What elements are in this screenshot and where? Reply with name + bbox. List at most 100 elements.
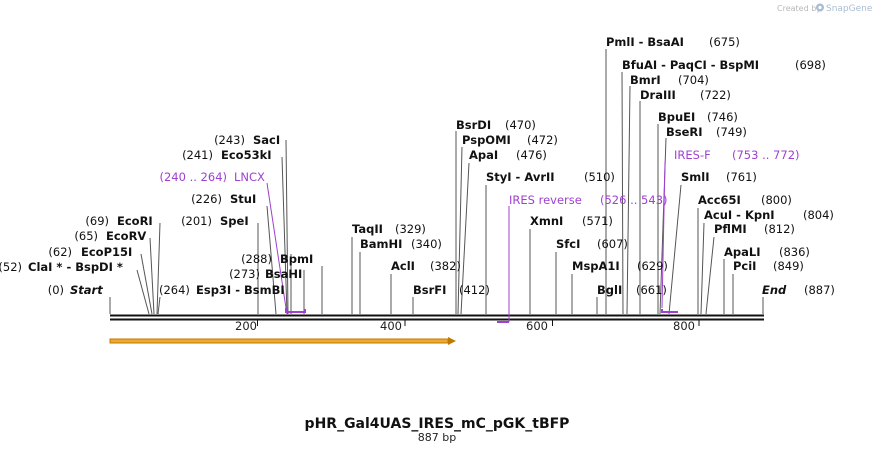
site-bsahi[interactable]: (273) BsaHI: [229, 267, 302, 281]
svg-text:DraIII: DraIII: [640, 88, 676, 102]
site-pcii[interactable]: PciI (849): [733, 259, 804, 273]
site-ecorv[interactable]: (65) EcoRV: [74, 229, 146, 243]
site-acc65i[interactable]: Acc65I (800): [698, 193, 792, 207]
svg-text:ApaI: ApaI: [469, 148, 498, 162]
svg-text:(243): (243): [214, 133, 245, 147]
site-bamhi[interactable]: BamHI (340): [360, 237, 442, 251]
primer-lncx[interactable]: [266, 182, 306, 313]
svg-text:BsrFI: BsrFI: [413, 283, 446, 297]
site-smli[interactable]: SmlI (761): [681, 170, 757, 184]
primer-ires-f[interactable]: [661, 161, 678, 313]
site-bseri[interactable]: BseRI (749): [666, 125, 747, 139]
site-bfuai-paqci-bspmi[interactable]: BfuAI - PaqCI - BspMI (698): [622, 58, 826, 72]
site-primer-lncx-label[interactable]: (240 .. 264) LNCX: [160, 170, 266, 184]
site-pspomi[interactable]: PspOMI (472): [462, 133, 558, 147]
site-acui-kpni[interactable]: AcuI - KpnI (804): [704, 208, 834, 222]
feature-arrow[interactable]: [109, 337, 456, 345]
svg-text:LNCX: LNCX: [234, 170, 265, 184]
site-taqii[interactable]: TaqII (329): [352, 222, 426, 236]
svg-text:EcoP15I: EcoP15I: [81, 245, 132, 259]
svg-text:200: 200: [235, 319, 257, 333]
site-pmli-bsaai[interactable]: PmlI - BsaAI (675): [606, 35, 740, 49]
site-apai[interactable]: ApaI (476): [469, 148, 547, 162]
site-bgli[interactable]: BglI (661): [597, 283, 667, 297]
site-bmri[interactable]: BmrI (704): [630, 73, 709, 87]
svg-text:(0): (0): [48, 283, 64, 297]
svg-text:SpeI: SpeI: [220, 214, 249, 228]
tick-400: 400: [380, 319, 406, 333]
svg-text:AcuI - KpnI: AcuI - KpnI: [704, 208, 775, 222]
site-primer-ires-reverse-label[interactable]: IRES reverse (526 .. 543): [509, 193, 668, 207]
svg-text:BpuEI: BpuEI: [658, 110, 695, 124]
svg-text:BamHI: BamHI: [360, 237, 402, 251]
site-eco53ki[interactable]: (241) Eco53kI: [182, 148, 271, 162]
site-styi-avrii[interactable]: StyI - AvrII (510): [486, 170, 615, 184]
site-apali[interactable]: ApaLI (836): [724, 245, 810, 259]
svg-text:BsaHI: BsaHI: [265, 267, 302, 281]
primer-ires-reverse[interactable]: [497, 206, 510, 323]
site-clai-bspdi[interactable]: (52) ClaI * - BspDI *: [0, 260, 123, 274]
svg-text:XmnI: XmnI: [530, 214, 563, 228]
svg-text:Acc65I: Acc65I: [698, 193, 741, 207]
svg-text:(607): (607): [597, 237, 628, 251]
svg-text:800: 800: [673, 319, 695, 333]
svg-text:Start: Start: [70, 283, 103, 297]
site-ecori[interactable]: (69) EcoRI: [85, 214, 152, 228]
svg-text:(629): (629): [637, 259, 668, 273]
site-bpmi[interactable]: (288) BpmI: [241, 252, 313, 266]
map-length: 887 bp: [418, 431, 456, 444]
svg-text:(571): (571): [582, 214, 613, 228]
site-esp3i-bsmbi[interactable]: (264) Esp3I - BsmBI: [159, 283, 285, 297]
svg-text:ApaLI: ApaLI: [724, 245, 761, 259]
svg-text:(749): (749): [716, 125, 747, 139]
credit-brand: SnapGene: [826, 4, 873, 14]
svg-text:(472): (472): [527, 133, 558, 147]
site-bsrfi[interactable]: BsrFI (412): [413, 283, 490, 297]
svg-text:BglI: BglI: [597, 283, 622, 297]
snapgene-logo-icon: [816, 3, 824, 12]
svg-text:(240 .. 264): (240 .. 264): [160, 170, 228, 184]
svg-text:(62): (62): [48, 245, 72, 259]
svg-text:BsrDI: BsrDI: [456, 118, 491, 132]
svg-text:(800): (800): [761, 193, 792, 207]
site-mspa1i[interactable]: MspA1I (629): [572, 259, 668, 273]
svg-text:EcoRV: EcoRV: [106, 229, 146, 243]
site-end[interactable]: End (887): [762, 283, 835, 297]
site-ecop15i[interactable]: (62) EcoP15I: [48, 245, 132, 259]
site-stui[interactable]: (226) StuI: [191, 192, 256, 206]
svg-text:(849): (849): [773, 259, 804, 273]
svg-text:BfuAI - PaqCI - BspMI: BfuAI - PaqCI - BspMI: [622, 58, 759, 72]
svg-text:(812): (812): [764, 222, 795, 236]
site-sfci[interactable]: SfcI (607): [556, 237, 628, 251]
svg-text:Eco53kI: Eco53kI: [221, 148, 272, 162]
tick-600: 600: [526, 319, 553, 333]
svg-text:SmlI: SmlI: [681, 170, 710, 184]
svg-text:(329): (329): [395, 222, 426, 236]
site-bsrdi[interactable]: BsrDI (470): [456, 118, 536, 132]
site-primer-ires-f-label[interactable]: IRES-F (753 .. 772): [674, 148, 800, 162]
site-saci[interactable]: (243) SacI: [214, 133, 280, 147]
site-draiii[interactable]: DraIII (722): [640, 88, 731, 102]
svg-text:600: 600: [526, 319, 548, 333]
site-pflmi[interactable]: PflMI (812): [714, 222, 795, 236]
svg-text:IRES reverse: IRES reverse: [509, 193, 582, 207]
svg-text:(470): (470): [505, 118, 536, 132]
site-acli[interactable]: AclI (382): [391, 259, 461, 273]
svg-text:BmrI: BmrI: [630, 73, 661, 87]
svg-text:End: End: [762, 283, 787, 297]
site-start[interactable]: (0) Start: [48, 283, 104, 297]
site-spei[interactable]: (201) SpeI: [181, 214, 249, 228]
svg-text:Esp3I - BsmBI: Esp3I - BsmBI: [196, 283, 285, 297]
svg-text:(722): (722): [700, 88, 731, 102]
svg-text:TaqII: TaqII: [352, 222, 383, 236]
svg-text:SacI: SacI: [253, 133, 280, 147]
site-bpuei[interactable]: BpuEI (746): [658, 110, 738, 124]
svg-text:(753 .. 772): (753 .. 772): [732, 148, 800, 162]
svg-text:(526 .. 543): (526 .. 543): [600, 193, 668, 207]
svg-text:(241): (241): [182, 148, 213, 162]
site-xmni[interactable]: XmnI (571): [530, 214, 613, 228]
svg-text:PflMI: PflMI: [714, 222, 747, 236]
svg-text:BseRI: BseRI: [666, 125, 703, 139]
svg-text:(698): (698): [795, 58, 826, 72]
svg-text:400: 400: [380, 319, 402, 333]
